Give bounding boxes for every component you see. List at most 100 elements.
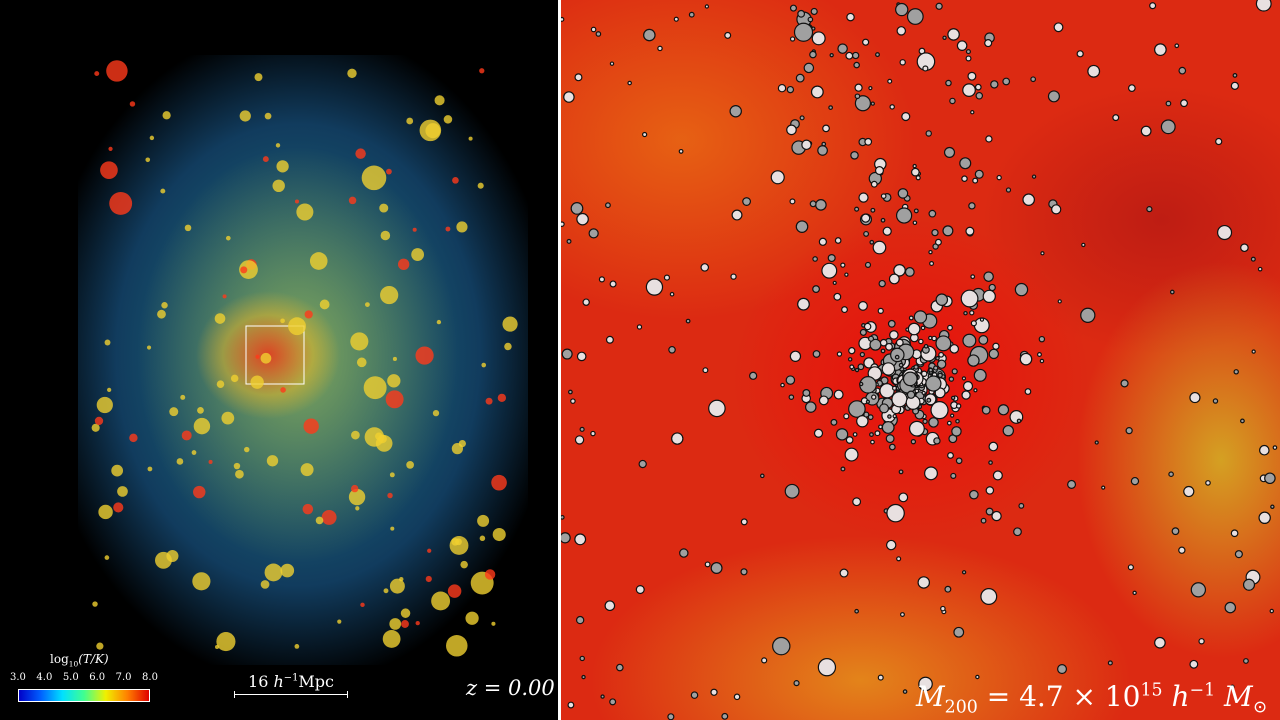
hot-knot [389,618,402,630]
subhalo [925,130,932,137]
subhalo [955,403,962,409]
mass-h-exp: −1 [1189,680,1216,701]
hot-knot [104,339,111,346]
colorbar [18,689,150,702]
subhalo [950,472,957,479]
subhalo [812,256,818,262]
subhalo [1272,445,1278,450]
hot-knot [208,459,213,464]
mass-symbol: M [916,680,945,713]
subhalo [988,441,999,452]
subhalo [1076,50,1084,58]
subhalo [996,174,1002,181]
subhalo [858,301,868,311]
hot-knot [356,357,367,368]
cosmic-web [78,55,528,665]
subhalo [928,209,937,218]
subhalo [1250,256,1256,262]
hot-knot [484,569,496,580]
subhalo [678,148,684,154]
mass-exp: 15 [1140,680,1163,701]
subhalo [997,404,1010,416]
subhalo [988,348,1000,360]
subhalo [1101,485,1106,490]
hot-knot [406,117,414,125]
subhalo [955,457,963,465]
hot-knot [161,302,168,309]
subhalo [1120,379,1129,388]
hot-knot [111,464,124,477]
subhalo [881,362,896,376]
subhalo [574,435,585,445]
hot-knot [244,446,250,453]
subhalo [1257,266,1263,272]
subhalo [960,289,979,308]
colorbar-tick: 3.0 [10,672,26,683]
hot-knot [294,644,300,649]
subhalo [724,31,732,39]
subhalo [588,228,599,239]
hot-knot [321,509,337,525]
hot-knot [215,644,220,650]
subhalo [1022,193,1035,207]
subhalo [970,320,977,327]
subhalo [920,370,928,377]
hot-knot [260,580,270,589]
hot-knot [275,143,281,148]
subhalo [1171,527,1180,536]
hot-knot [415,620,420,626]
subhalo [1019,352,1033,366]
subhalo [956,40,968,51]
subhalo [961,390,971,400]
subhalo [852,497,862,507]
hot-knot [502,316,518,332]
subhalo [805,401,817,413]
subhalo [1127,84,1136,92]
subhalo [609,698,617,706]
hot-knot [401,620,409,628]
hot-knot [296,203,314,221]
subhalo [885,342,893,351]
subhalo [853,61,860,69]
subhalo [864,137,873,146]
subhalo [1212,398,1219,404]
subhalo [574,533,587,546]
hot-knot [222,294,227,299]
hot-knot [379,203,389,213]
subhalo [1243,658,1249,664]
subhalo [902,371,918,387]
subhalo [967,354,980,367]
subhalo [840,262,846,268]
hot-knot [169,407,179,417]
hot-knot [387,492,393,499]
subhalo [961,376,967,381]
hot-knot [288,317,306,336]
subhalo [590,26,597,33]
colorbar-tick: 6.0 [89,672,106,683]
subhalo [848,400,866,418]
zoom-box [245,325,305,385]
subhalo [921,390,926,396]
hot-knot [390,526,395,531]
subhalo [981,405,991,415]
subhalo [974,83,982,91]
subhalo [885,434,895,444]
mass-h: h [1162,680,1190,713]
subhalo [1149,2,1157,10]
subhalo [1230,529,1239,538]
subhalo [1255,0,1272,12]
subhalo [1230,81,1240,90]
subhalo [955,418,960,424]
hot-knot [214,313,226,324]
subhalo [980,517,987,524]
hot-knot [479,535,486,542]
subhalo [669,291,675,297]
subhalo [930,401,949,420]
hot-knot [380,285,399,305]
subhalo [895,2,909,17]
subhalo [759,473,765,479]
subhalo [992,342,1000,350]
hot-knot [351,430,360,440]
subhalo [918,676,933,692]
hot-knot [162,111,171,120]
